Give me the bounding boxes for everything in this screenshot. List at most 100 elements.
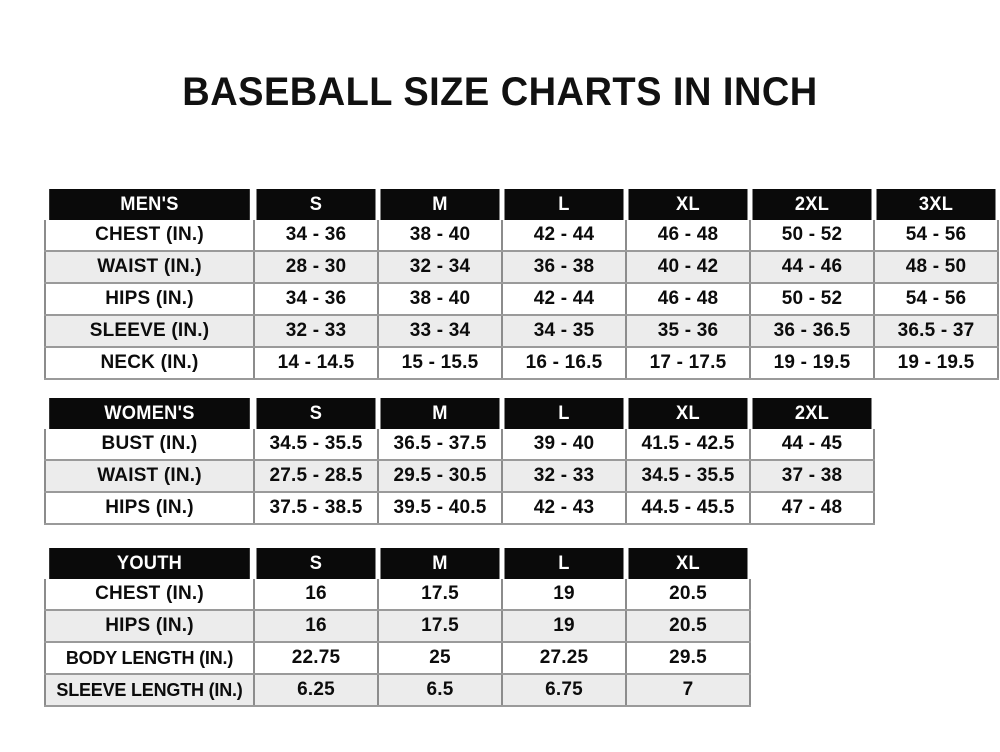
measurement-value: 42 - 43 [502, 492, 627, 525]
youth-table: YOUTH S M L XL CHEST (IN.) 16 17.5 19 20.5 HIPS (I… [44, 548, 751, 707]
measurement-label: WAIST (IN.) [44, 460, 255, 493]
measurement-value: 44.5 - 45.5 [626, 492, 751, 525]
measurement-value: 34.5 - 35.5 [626, 460, 751, 493]
table-row: HIPS (IN.) 34 - 36 38 - 40 42 - 44 46 - 48 50… [44, 283, 999, 316]
table-row: SLEEVE (IN.) 32 - 33 33 - 34 34 - 35 35 - 36… [44, 315, 999, 348]
measurement-value: 15 - 15.5 [378, 347, 503, 380]
measurement-value: 34 - 36 [254, 283, 379, 316]
measurement-value: 20.5 [626, 579, 751, 611]
measurement-value: 38 - 40 [378, 220, 503, 252]
page-title: BASEBALL SIZE CHARTS IN INCH [182, 70, 818, 114]
womens-table-title: WOMEN'S [49, 398, 250, 429]
measurement-value: 16 [254, 610, 379, 643]
measurement-value: 46 - 48 [626, 283, 751, 316]
measurement-value: 20.5 [626, 610, 751, 643]
measurement-label: HIPS (IN.) [44, 283, 255, 316]
measurement-value: 27.25 [502, 642, 627, 675]
womens-size-chart: WOMEN'S S M L XL 2XL BUST (IN.) 34.5 - 35.5 36.5… [44, 398, 875, 525]
measurement-value: 19 [502, 579, 627, 611]
measurement-value: 34 - 35 [502, 315, 627, 348]
table-row: SLEEVE LENGTH (IN.) 6.25 6.5 6.75 7 [44, 674, 751, 707]
measurement-value: 33 - 34 [378, 315, 503, 348]
measurement-value: 40 - 42 [626, 251, 751, 284]
table-row: BODY LENGTH (IN.) 22.75 25 27.25 29.5 [44, 642, 751, 675]
measurement-value: 38 - 40 [378, 283, 503, 316]
measurement-label: HIPS (IN.) [44, 610, 255, 643]
womens-size-header-xl: XL [628, 398, 748, 429]
measurement-value: 27.5 - 28.5 [254, 460, 379, 493]
table-row: HIPS (IN.) 16 17.5 19 20.5 [44, 610, 751, 643]
measurement-label: BODY LENGTH (IN.) [44, 642, 255, 675]
measurement-label: HIPS (IN.) [44, 492, 255, 525]
mens-size-header-2xl: 2XL [752, 189, 872, 220]
mens-size-chart: MEN'S S M L XL 2XL 3XL CHEST (IN.) 34 - 36 38 - 4… [44, 189, 999, 380]
measurement-value: 41.5 - 42.5 [626, 429, 751, 461]
measurement-value: 32 - 33 [502, 460, 627, 493]
measurement-value: 54 - 56 [874, 283, 999, 316]
measurement-value: 34 - 36 [254, 220, 379, 252]
measurement-value: 39 - 40 [502, 429, 627, 461]
womens-header-row: WOMEN'S S M L XL 2XL [45, 398, 874, 429]
measurement-value: 54 - 56 [874, 220, 999, 252]
table-row: BUST (IN.) 34.5 - 35.5 36.5 - 37.5 39 - 40 4… [44, 429, 875, 461]
measurement-value: 36.5 - 37 [874, 315, 999, 348]
youth-header-row: YOUTH S M L XL [45, 548, 750, 579]
youth-table-title: YOUTH [49, 548, 250, 579]
measurement-label: WAIST (IN.) [44, 251, 255, 284]
youth-size-header-m: M [380, 548, 500, 579]
measurement-value: 47 - 48 [750, 492, 875, 525]
measurement-value: 19 [502, 610, 627, 643]
table-row: WAIST (IN.) 28 - 30 32 - 34 36 - 38 40 - 42 4… [44, 251, 999, 284]
measurement-value: 32 - 33 [254, 315, 379, 348]
mens-size-header-3xl: 3XL [876, 189, 996, 220]
measurement-value: 36.5 - 37.5 [378, 429, 503, 461]
measurement-value: 36 - 38 [502, 251, 627, 284]
measurement-value: 17.5 [378, 579, 503, 611]
womens-size-header-l: L [504, 398, 624, 429]
measurement-value: 37.5 - 38.5 [254, 492, 379, 525]
measurement-value: 35 - 36 [626, 315, 751, 348]
measurement-value: 16 [254, 579, 379, 611]
measurement-label: BUST (IN.) [44, 429, 255, 461]
womens-size-header-m: M [380, 398, 500, 429]
table-row: NECK (IN.) 14 - 14.5 15 - 15.5 16 - 16.5 17 … [44, 347, 999, 380]
table-row: CHEST (IN.) 34 - 36 38 - 40 42 - 44 46 - 48 5… [44, 220, 999, 252]
measurement-value: 50 - 52 [750, 220, 875, 252]
measurement-value: 50 - 52 [750, 283, 875, 316]
measurement-value: 42 - 44 [502, 283, 627, 316]
measurement-label: NECK (IN.) [44, 347, 255, 380]
mens-size-header-l: L [504, 189, 624, 220]
measurement-value: 46 - 48 [626, 220, 751, 252]
womens-size-header-s: S [256, 398, 376, 429]
measurement-value: 6.5 [378, 674, 503, 707]
table-row: WAIST (IN.) 27.5 - 28.5 29.5 - 30.5 32 - 33… [44, 460, 875, 493]
measurement-value: 6.25 [254, 674, 379, 707]
measurement-value: 44 - 46 [750, 251, 875, 284]
table-row: CHEST (IN.) 16 17.5 19 20.5 [44, 579, 751, 611]
measurement-value: 39.5 - 40.5 [378, 492, 503, 525]
measurement-value: 48 - 50 [874, 251, 999, 284]
mens-size-header-m: M [380, 189, 500, 220]
measurement-label: SLEEVE (IN.) [44, 315, 255, 348]
measurement-value: 42 - 44 [502, 220, 627, 252]
youth-size-header-xl: XL [628, 548, 748, 579]
measurement-value: 28 - 30 [254, 251, 379, 284]
measurement-value: 36 - 36.5 [750, 315, 875, 348]
youth-size-header-s: S [256, 548, 376, 579]
measurement-value: 16 - 16.5 [502, 347, 627, 380]
womens-size-header-2xl: 2XL [752, 398, 872, 429]
measurement-value: 7 [626, 674, 751, 707]
mens-header-row: MEN'S S M L XL 2XL 3XL [45, 189, 998, 220]
measurement-value: 17.5 [378, 610, 503, 643]
youth-size-header-l: L [504, 548, 624, 579]
table-row: HIPS (IN.) 37.5 - 38.5 39.5 - 40.5 42 - 43 4… [44, 492, 875, 525]
measurement-label: SLEEVE LENGTH (IN.) [44, 674, 255, 707]
mens-table-title: MEN'S [49, 189, 250, 220]
measurement-value: 22.75 [254, 642, 379, 675]
womens-table: WOMEN'S S M L XL 2XL BUST (IN.) 34.5 - 35.5 36.5… [44, 398, 875, 525]
measurement-value: 6.75 [502, 674, 627, 707]
mens-table: MEN'S S M L XL 2XL 3XL CHEST (IN.) 34 - 36 38 - 4… [44, 189, 999, 380]
measurement-value: 44 - 45 [750, 429, 875, 461]
measurement-value: 37 - 38 [750, 460, 875, 493]
